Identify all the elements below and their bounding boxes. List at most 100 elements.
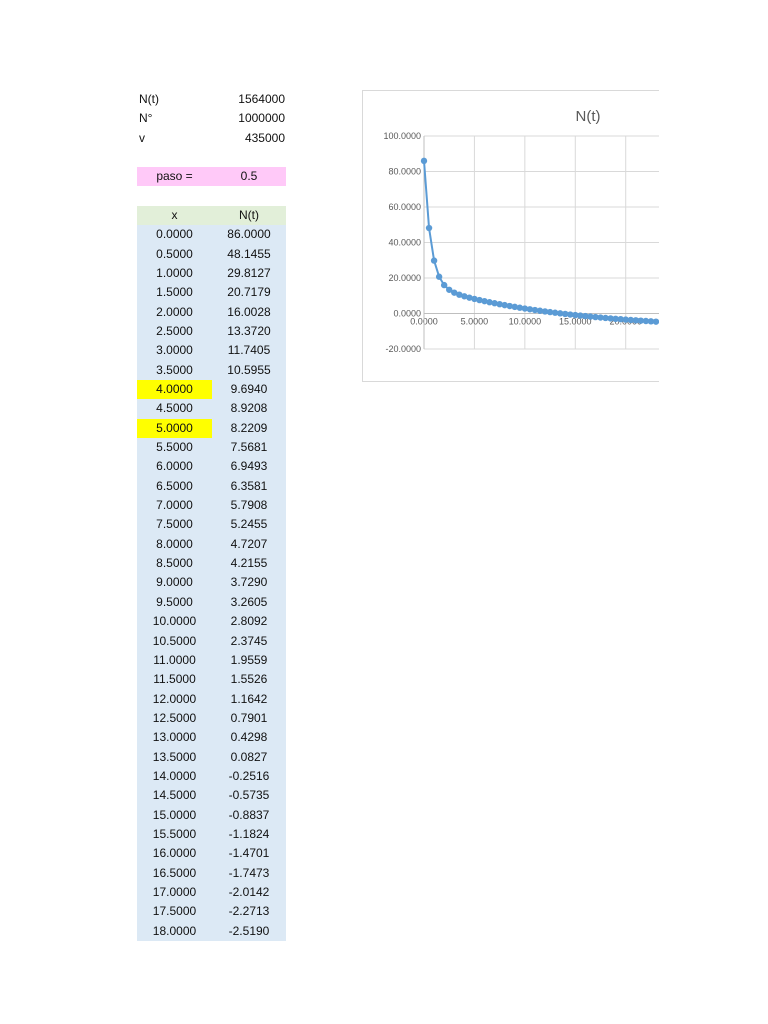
data-point[interactable] <box>486 299 493 306</box>
cell-x[interactable]: 12.5000 <box>152 710 197 725</box>
data-point[interactable] <box>582 312 589 320</box>
data-point[interactable] <box>642 317 650 325</box>
step-value[interactable]: 0.5 <box>240 169 258 183</box>
cell-nt[interactable]: -1.7473 <box>228 865 270 880</box>
data-point[interactable] <box>526 306 534 313</box>
cell-nt[interactable]: -1.1824 <box>228 826 270 841</box>
cell-nt[interactable]: 3.7290 <box>230 575 268 590</box>
cell-nt[interactable]: -0.2516 <box>228 768 270 783</box>
data-point[interactable] <box>491 300 498 307</box>
cell-x[interactable]: 16.5000 <box>152 865 197 880</box>
cell-nt[interactable]: 1.5526 <box>230 672 268 687</box>
data-point[interactable] <box>516 304 524 311</box>
cell-x[interactable]: 9.5000 <box>156 594 193 609</box>
data-point[interactable] <box>536 307 544 314</box>
cell-nt[interactable]: 2.8092 <box>230 614 268 629</box>
cell-x[interactable]: 14.0000 <box>152 768 197 783</box>
step-cell[interactable]: paso = 0.5 <box>137 167 286 186</box>
data-point[interactable] <box>456 291 463 298</box>
data-point[interactable] <box>617 315 624 323</box>
cell-nt[interactable]: -2.0142 <box>228 884 270 899</box>
cell-nt[interactable]: -0.8837 <box>228 807 270 822</box>
data-point[interactable] <box>551 309 559 316</box>
cell-x[interactable]: 5.5000 <box>156 440 193 455</box>
cell-x[interactable]: 1.5000 <box>156 285 193 300</box>
data-point[interactable] <box>607 315 614 322</box>
cell-x[interactable]: 8.5000 <box>156 556 193 571</box>
data-point[interactable] <box>562 310 569 318</box>
data-point[interactable] <box>577 312 584 319</box>
cell-x[interactable]: 9.0000 <box>156 575 193 590</box>
data-point[interactable] <box>541 308 549 315</box>
data-point[interactable] <box>511 303 518 311</box>
data-point[interactable] <box>506 302 513 310</box>
cell-x[interactable]: 17.0000 <box>152 884 197 899</box>
data-point[interactable] <box>592 313 599 321</box>
data-point[interactable] <box>435 273 443 280</box>
cell-x[interactable]: 6.0000 <box>156 459 193 474</box>
cell-x[interactable]: 1.0000 <box>156 265 193 280</box>
cell-x[interactable]: 7.0000 <box>156 498 193 513</box>
cell-nt[interactable]: 11.7405 <box>227 343 271 358</box>
cell-nt[interactable]: 0.7901 <box>230 710 268 725</box>
cell-x[interactable]: 15.0000 <box>152 807 197 822</box>
cell-nt[interactable]: 16.0028 <box>227 304 271 319</box>
cell-x[interactable]: 14.5000 <box>152 788 197 803</box>
cell-nt[interactable]: 3.2605 <box>230 594 268 609</box>
data-point[interactable] <box>556 310 564 317</box>
cell-nt[interactable]: 10.5955 <box>227 362 271 377</box>
cell-nt[interactable]: 20.7179 <box>227 285 271 300</box>
data-point[interactable] <box>637 317 645 324</box>
cell-nt[interactable]: 6.3581 <box>230 478 268 493</box>
data-point[interactable] <box>501 301 508 309</box>
cell-nt[interactable]: 1.1642 <box>230 691 268 706</box>
cell-x[interactable]: 17.5000 <box>152 904 197 919</box>
data-point[interactable] <box>446 286 453 293</box>
data-point[interactable] <box>627 316 634 324</box>
cell-x[interactable]: 10.0000 <box>152 614 197 629</box>
data-point[interactable] <box>652 318 659 325</box>
cell-x[interactable]: 13.0000 <box>152 730 197 745</box>
cell-nt[interactable]: 5.7908 <box>230 498 268 513</box>
data-point[interactable] <box>451 289 458 296</box>
cell-nt[interactable]: -2.5190 <box>228 923 270 938</box>
data-point[interactable] <box>572 311 579 319</box>
cell-x[interactable]: 11.0000 <box>153 652 196 667</box>
data-point[interactable] <box>466 294 473 301</box>
data-point[interactable] <box>622 316 629 323</box>
cell-x[interactable]: 3.5000 <box>156 362 193 377</box>
data-point[interactable] <box>471 295 478 303</box>
cell-x[interactable]: 13.5000 <box>152 749 197 764</box>
data-point[interactable] <box>531 306 539 314</box>
cell-nt[interactable]: -2.2713 <box>228 904 270 919</box>
header-nt[interactable]: N(t) <box>239 208 259 222</box>
cell-nt[interactable]: 4.2155 <box>230 556 268 571</box>
data-point[interactable] <box>420 157 428 165</box>
cell-nt[interactable]: 2.3745 <box>230 633 268 648</box>
chart-area[interactable]: N(t) 100.0000 80.0000 60.0000 40.0000 20.0000… <box>362 90 659 382</box>
cell-x[interactable]: 16.0000 <box>152 846 197 861</box>
cell-nt[interactable]: -1.4701 <box>228 846 270 861</box>
cell-x[interactable]: 10.5000 <box>152 633 197 648</box>
cell-x[interactable]: 3.0000 <box>156 343 193 358</box>
cell-nt[interactable]: 48.1455 <box>227 246 271 261</box>
data-point[interactable] <box>587 313 594 320</box>
cell-x[interactable]: 4.0000 <box>137 380 212 400</box>
cell-x[interactable]: 0.5000 <box>156 246 193 261</box>
data-point[interactable] <box>546 308 554 316</box>
data-point[interactable] <box>496 300 503 308</box>
cell-nt[interactable]: 7.5681 <box>230 440 268 455</box>
cell-x[interactable]: 2.0000 <box>156 304 193 319</box>
cell-x[interactable]: 11.5000 <box>153 672 196 687</box>
cell-x[interactable]: 18.0000 <box>152 923 197 938</box>
data-point[interactable] <box>612 315 619 323</box>
cell-x[interactable]: 15.5000 <box>152 826 197 841</box>
cell-nt[interactable]: 8.9208 <box>230 401 268 416</box>
cell-x[interactable]: 6.5000 <box>156 478 193 493</box>
cell-nt[interactable]: 8.2209 <box>230 420 268 435</box>
cell-nt[interactable]: 9.6940 <box>230 382 268 397</box>
data-point[interactable] <box>430 257 438 264</box>
data-point[interactable] <box>476 296 483 304</box>
data-point[interactable] <box>440 281 448 289</box>
cell-nt[interactable]: 1.9559 <box>230 652 268 667</box>
